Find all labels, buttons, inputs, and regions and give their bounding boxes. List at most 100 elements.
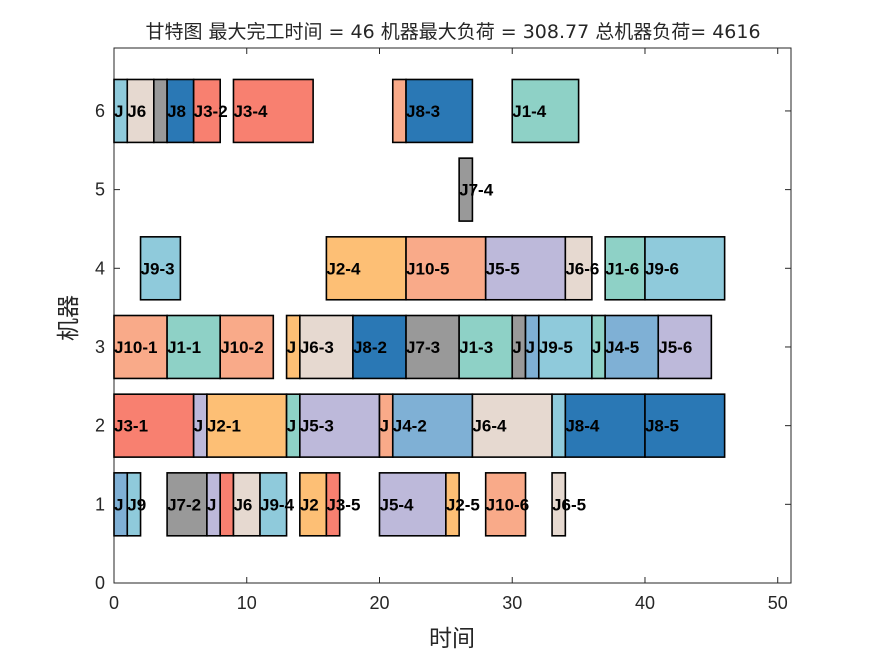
y-tick-label: 0 <box>95 573 105 593</box>
task-label: J9-6 <box>645 259 679 278</box>
task-label: J <box>287 417 296 436</box>
x-tick-label: 40 <box>635 593 655 613</box>
task-bar <box>325 236 407 301</box>
task-label: J <box>194 417 203 436</box>
task-bar <box>113 314 168 380</box>
task-label: J4-2 <box>393 417 427 436</box>
task-bar <box>219 472 235 537</box>
task-bar <box>484 472 527 537</box>
task-bar <box>551 393 567 458</box>
task-label: J3-5 <box>326 495 360 514</box>
task-label: J <box>526 338 535 357</box>
task-label: J3-4 <box>233 102 268 121</box>
task-label: J7-4 <box>459 181 494 200</box>
task-label: J10-2 <box>220 338 263 357</box>
task-bar <box>471 393 553 458</box>
y-tick-label: 4 <box>95 258 105 278</box>
task-bar <box>139 236 182 301</box>
task-bar <box>126 472 142 537</box>
task-bar <box>604 314 660 380</box>
task-bar <box>445 472 460 537</box>
task-label: J <box>114 102 123 121</box>
task-label: J5-5 <box>486 259 520 278</box>
task-bar <box>219 314 275 380</box>
task-bar <box>391 393 474 458</box>
x-axis-label: 时间 <box>429 626 475 652</box>
y-tick-label: 5 <box>95 180 105 200</box>
task-bar <box>378 472 447 537</box>
task-label: J5-3 <box>300 417 334 436</box>
x-axis: 0 10 20 30 40 50 <box>109 48 788 613</box>
task-bar <box>405 236 487 301</box>
task-bar <box>166 78 195 144</box>
task-label: J5-4 <box>379 495 414 514</box>
task-label: J9 <box>127 495 146 514</box>
task-bar <box>405 78 474 144</box>
task-label: J3-2 <box>194 102 228 121</box>
task-bar <box>644 393 726 458</box>
task-bar <box>657 314 713 380</box>
task-label: J7-2 <box>167 495 201 514</box>
task-label: J9-5 <box>539 338 573 357</box>
task-label: J6 <box>127 102 146 121</box>
x-tick-label: 20 <box>369 593 389 613</box>
task-label: J5-6 <box>658 338 692 357</box>
y-tick-label: 3 <box>95 337 105 357</box>
task-label: J2 <box>300 495 319 514</box>
task-bar <box>206 393 288 458</box>
task-label: J <box>379 417 388 436</box>
task-label: J3-1 <box>114 417 148 436</box>
task-label: J <box>207 495 216 514</box>
task-label: J7-3 <box>406 338 440 357</box>
task-label: J8-3 <box>406 102 440 121</box>
task-bar <box>391 78 407 144</box>
task-bar <box>153 78 168 144</box>
task-bar <box>259 472 288 537</box>
task-bar <box>325 472 341 537</box>
task-label: J9-3 <box>141 259 175 278</box>
task-label: J1-4 <box>512 102 547 121</box>
task-label: J10-5 <box>406 259 449 278</box>
y-axis-label: 机器 <box>56 295 82 341</box>
task-label: J <box>592 338 601 357</box>
task-label: J2-1 <box>207 417 241 436</box>
task-label: J9-4 <box>260 495 295 514</box>
x-tick-label: 0 <box>109 593 119 613</box>
task-label: J8-4 <box>565 417 600 436</box>
task-label: J1-3 <box>459 338 493 357</box>
x-tick-label: 30 <box>502 593 522 613</box>
task-label: J8-5 <box>645 417 679 436</box>
task-bar <box>564 236 593 301</box>
task-label: J10-6 <box>486 495 529 514</box>
task-bar <box>405 314 460 380</box>
y-tick-label: 1 <box>95 494 105 514</box>
task-bar <box>511 78 580 144</box>
task-bar <box>192 78 221 144</box>
task-label: J6-6 <box>565 259 599 278</box>
task-label: J1-6 <box>605 259 639 278</box>
task-label: J <box>512 338 521 357</box>
x-tick-label: 10 <box>237 593 257 613</box>
task-bars: J J9 J7-2 J J6 J9-4 J2 J3-5 J5-4 J2-5 J10-6 J6-5J3-… <box>113 78 726 537</box>
y-tick-label: 2 <box>95 416 105 436</box>
task-label: J2-5 <box>446 495 480 514</box>
task-bar <box>551 472 567 537</box>
task-label: J8 <box>167 102 186 121</box>
task-bar <box>299 314 354 380</box>
task-bar <box>166 472 208 537</box>
task-label: J10-1 <box>114 338 157 357</box>
task-label: J6-4 <box>472 417 507 436</box>
task-bar <box>299 393 381 458</box>
task-bar <box>644 236 726 301</box>
y-tick-label: 6 <box>95 101 105 121</box>
x-tick-label: 50 <box>768 593 788 613</box>
task-label: J1-1 <box>167 338 201 357</box>
task-label: J6-3 <box>300 338 334 357</box>
task-bar <box>537 314 593 380</box>
task-label: J6-5 <box>552 495 586 514</box>
task-label: J4-5 <box>605 338 639 357</box>
task-label: J <box>287 338 296 357</box>
task-label: J8-2 <box>353 338 387 357</box>
task-bar <box>458 157 474 222</box>
